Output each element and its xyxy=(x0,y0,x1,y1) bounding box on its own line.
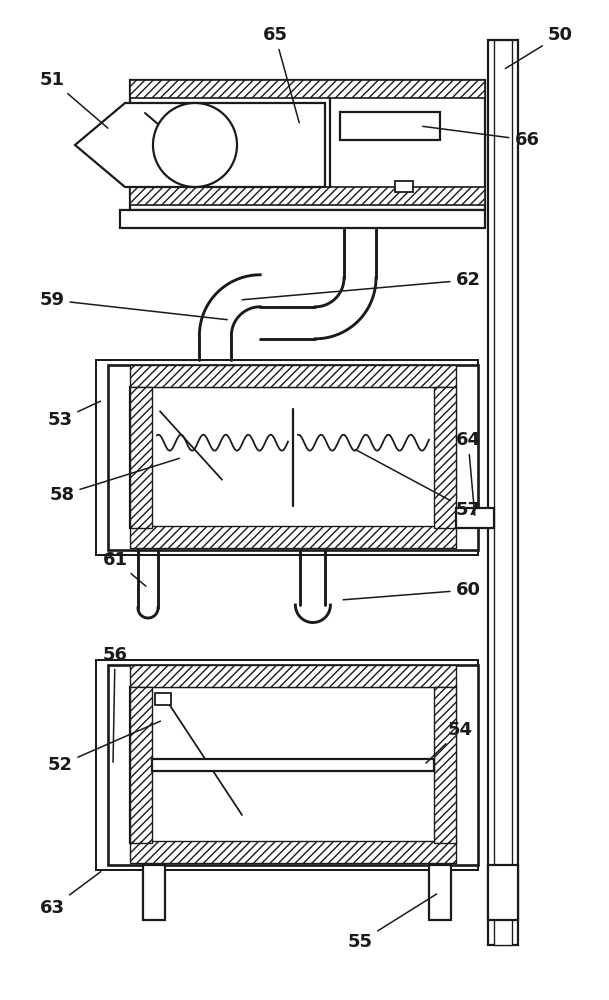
Bar xyxy=(130,80,485,210)
Bar xyxy=(120,210,485,228)
Bar xyxy=(434,687,456,843)
Bar xyxy=(155,693,171,705)
Text: 65: 65 xyxy=(262,26,299,123)
Bar xyxy=(130,665,456,687)
Bar xyxy=(108,665,478,865)
Bar xyxy=(130,665,456,687)
Bar xyxy=(456,508,494,528)
Text: 66: 66 xyxy=(423,126,540,149)
Bar xyxy=(130,365,456,387)
Text: 51: 51 xyxy=(40,71,108,128)
Text: 64: 64 xyxy=(456,431,481,515)
Bar xyxy=(488,40,518,945)
Bar xyxy=(395,181,413,192)
Bar xyxy=(130,387,152,528)
Text: 55: 55 xyxy=(348,894,437,951)
Bar xyxy=(130,387,456,528)
Bar xyxy=(143,865,165,920)
Text: 56: 56 xyxy=(102,646,127,762)
Bar xyxy=(130,187,485,205)
Text: 59: 59 xyxy=(40,291,227,320)
Bar xyxy=(434,687,456,843)
Text: 61: 61 xyxy=(102,551,146,586)
Bar xyxy=(488,865,518,920)
Text: 52: 52 xyxy=(48,721,160,774)
Bar xyxy=(130,687,152,843)
Bar xyxy=(130,841,456,863)
Circle shape xyxy=(153,103,237,187)
Bar xyxy=(340,112,440,140)
Bar xyxy=(429,865,451,920)
Bar xyxy=(152,759,434,771)
Bar xyxy=(130,80,485,98)
Bar xyxy=(96,660,478,870)
Bar xyxy=(130,187,485,205)
Bar xyxy=(434,387,456,528)
Bar xyxy=(130,526,456,548)
Bar xyxy=(130,365,456,387)
Text: 57: 57 xyxy=(356,450,481,519)
Bar xyxy=(130,687,152,843)
Bar xyxy=(130,687,456,843)
Polygon shape xyxy=(75,103,325,187)
Bar xyxy=(494,40,512,945)
Text: 58: 58 xyxy=(49,458,180,504)
Bar xyxy=(96,360,478,555)
Bar xyxy=(130,526,456,548)
Bar xyxy=(130,387,152,528)
Bar xyxy=(130,841,456,863)
Bar xyxy=(434,387,456,528)
Bar xyxy=(108,365,478,550)
Text: 50: 50 xyxy=(505,26,572,69)
Text: 54: 54 xyxy=(426,721,473,763)
Text: 60: 60 xyxy=(343,581,481,600)
Text: 63: 63 xyxy=(40,872,100,917)
Bar xyxy=(130,80,485,98)
Text: 62: 62 xyxy=(242,271,481,300)
Text: 53: 53 xyxy=(48,401,100,429)
